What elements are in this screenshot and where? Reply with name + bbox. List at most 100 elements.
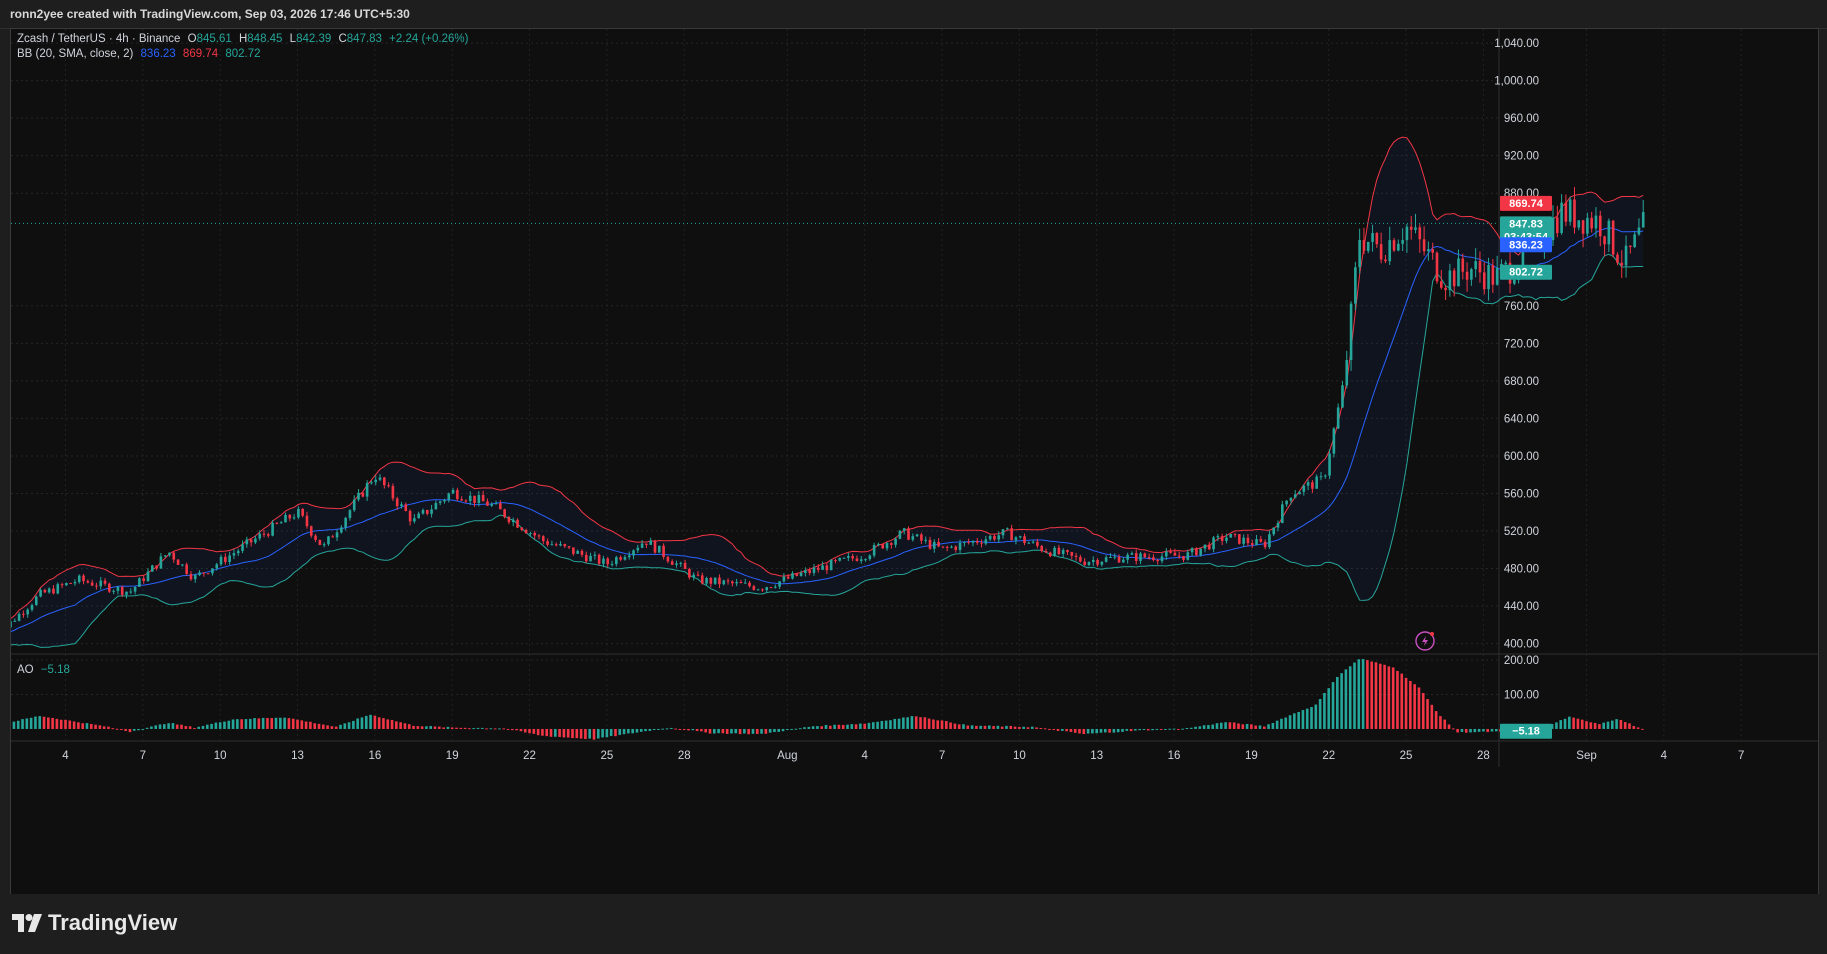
ao-bar xyxy=(889,720,892,729)
tradingview-logo[interactable]: TradingView xyxy=(12,910,177,936)
candle-body xyxy=(563,544,567,547)
candle-body xyxy=(17,613,21,621)
ao-bar xyxy=(455,727,458,729)
ao-bar xyxy=(966,725,970,729)
candle-body xyxy=(499,503,502,510)
ao-value: −5.18 xyxy=(40,664,70,676)
candle-body xyxy=(597,554,601,564)
candle-body xyxy=(279,522,283,524)
ao-bar xyxy=(1387,666,1391,729)
candle-body xyxy=(1478,261,1482,273)
candle-body xyxy=(1276,522,1280,528)
bollinger-lower-line xyxy=(11,253,1644,648)
ao-bar xyxy=(566,728,570,738)
candle-body xyxy=(975,540,979,543)
ao-bar xyxy=(1494,728,1498,732)
candle-body xyxy=(284,514,287,523)
ao-bar xyxy=(1194,726,1197,729)
ao-bar xyxy=(678,728,682,730)
x-tick-label: 16 xyxy=(368,750,381,762)
ao-bar xyxy=(145,727,149,729)
candle-body xyxy=(1096,559,1099,565)
ao-bar xyxy=(1336,676,1339,729)
candle-body xyxy=(1220,536,1224,541)
ao-bar xyxy=(738,728,742,735)
ao-bar xyxy=(1615,719,1618,729)
ao-bar xyxy=(549,728,553,737)
candle-body xyxy=(1044,551,1048,553)
top-credit-bar: ronn2yee created with TradingView.com, S… xyxy=(0,0,1827,29)
ao-bar xyxy=(291,718,295,729)
ao-bar xyxy=(107,726,110,729)
candle-body xyxy=(1358,240,1361,268)
low-label: L xyxy=(289,33,297,45)
candle-body xyxy=(262,533,266,535)
ao-bar xyxy=(1121,728,1124,732)
ao-bar xyxy=(330,726,334,729)
candle-body xyxy=(249,539,253,543)
ao-bar xyxy=(609,728,613,737)
candle-body xyxy=(898,530,902,539)
candle-body xyxy=(1165,551,1168,557)
ao-bar xyxy=(979,725,982,729)
ao-bar xyxy=(1228,722,1232,729)
ao-bar xyxy=(1155,728,1159,730)
candle-body xyxy=(1057,547,1061,555)
candle-body xyxy=(1594,215,1598,229)
ao-bar xyxy=(536,728,540,736)
ao-bar xyxy=(897,718,901,729)
candle-body xyxy=(1010,528,1013,541)
ao-bar xyxy=(468,728,471,730)
candle-body xyxy=(1242,537,1245,544)
candle-body xyxy=(756,589,760,591)
candle-body xyxy=(305,515,309,527)
candle-body xyxy=(890,543,893,545)
candle-body xyxy=(142,578,145,582)
ao-bar xyxy=(661,728,665,730)
ao-bar xyxy=(16,720,20,729)
ao-bar xyxy=(1069,728,1073,732)
candle-body xyxy=(1104,557,1108,562)
candle-body xyxy=(451,490,455,494)
ao-bar xyxy=(1142,728,1146,730)
ao-bar xyxy=(287,718,291,729)
candle-body xyxy=(1418,227,1422,240)
candle-body xyxy=(1066,550,1069,553)
candle-body xyxy=(1306,482,1310,486)
candle-body xyxy=(288,514,292,519)
price-chart-svg[interactable]: 1,040.001,000.00960.00920.00880.00760.00… xyxy=(11,29,1818,895)
candle-body xyxy=(1323,475,1327,477)
candle-body xyxy=(1311,482,1314,489)
candle-body xyxy=(1255,539,1258,545)
candle-body xyxy=(224,556,227,563)
candle-body xyxy=(1629,245,1632,247)
candle-body xyxy=(335,532,339,538)
ao-bar xyxy=(803,727,806,729)
ao-bar xyxy=(919,717,922,729)
lightning-icon[interactable] xyxy=(1415,631,1435,651)
candle-body xyxy=(735,582,738,584)
ao-bar xyxy=(1589,722,1593,729)
candle-body xyxy=(967,541,970,543)
ao-label: AO xyxy=(17,664,34,676)
candle-body xyxy=(443,499,446,502)
candle-body xyxy=(108,583,111,592)
candle-body xyxy=(1302,485,1306,492)
ao-bar xyxy=(1417,687,1421,729)
ao-bar xyxy=(279,717,282,729)
candle-body xyxy=(1633,234,1636,247)
ao-bar xyxy=(1593,722,1597,729)
candle-body xyxy=(516,519,519,528)
candle-body xyxy=(1079,556,1082,562)
candle-body xyxy=(1581,220,1585,234)
ao-bar xyxy=(657,728,660,730)
candle-body xyxy=(765,587,769,591)
ao-bar xyxy=(1005,725,1008,729)
chart-frame[interactable]: 1,040.00 1,000.00 960.00 920.00 880.00 760.00… xyxy=(10,28,1819,896)
candle-body xyxy=(26,609,29,615)
ao-bar xyxy=(1095,728,1098,734)
ao-bar xyxy=(1550,724,1554,729)
candle-body xyxy=(709,578,713,584)
ao-bar xyxy=(236,719,239,729)
candle-body xyxy=(804,570,807,574)
